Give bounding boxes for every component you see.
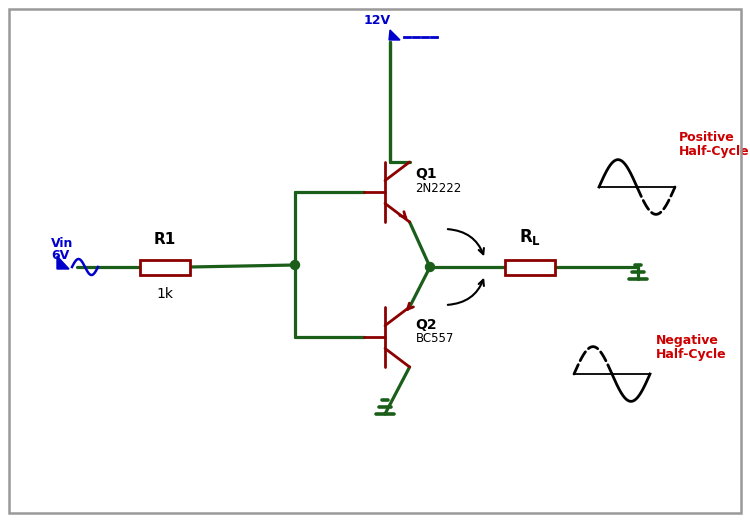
Circle shape	[425, 263, 434, 271]
Text: Positive: Positive	[679, 131, 735, 144]
Text: R1: R1	[154, 232, 176, 247]
Text: Q2: Q2	[416, 318, 437, 332]
Text: 6V: 6V	[51, 249, 69, 262]
Text: $\mathbf{R_L}$: $\mathbf{R_L}$	[519, 227, 541, 247]
Text: Negative: Negative	[656, 334, 718, 347]
Circle shape	[290, 260, 299, 269]
Polygon shape	[57, 256, 69, 269]
Text: 2N2222: 2N2222	[416, 182, 462, 195]
Text: 12V: 12V	[364, 14, 392, 27]
Text: BC557: BC557	[416, 333, 454, 346]
Bar	[505, 259, 555, 275]
Text: Half-Cycle: Half-Cycle	[656, 348, 727, 361]
Text: Q1: Q1	[416, 167, 437, 181]
Text: Vin: Vin	[51, 237, 74, 250]
Text: Half-Cycle: Half-Cycle	[679, 145, 750, 158]
Polygon shape	[389, 30, 400, 40]
Bar	[140, 259, 190, 275]
Text: 1k: 1k	[157, 287, 173, 301]
